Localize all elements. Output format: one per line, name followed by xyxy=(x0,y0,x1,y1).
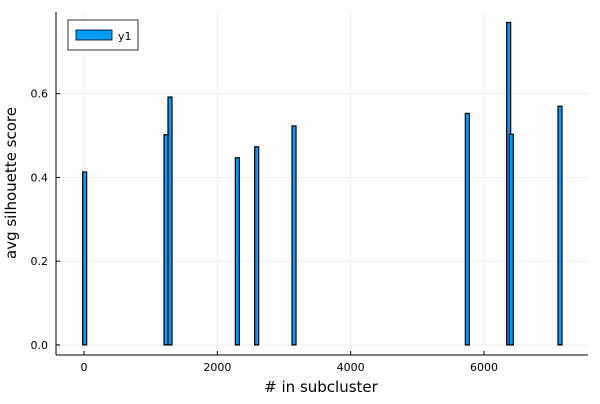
x-tick-label: 0 xyxy=(81,361,88,374)
y-tick-label: 0.0 xyxy=(31,339,49,352)
x-tick-label: 4000 xyxy=(337,361,365,374)
bar xyxy=(291,125,297,346)
y-tick-label: 0.6 xyxy=(31,88,49,101)
bars xyxy=(82,21,563,346)
legend-swatch xyxy=(75,29,113,41)
ticks: 0 2000 4000 6000 0.0 0.2 0.4 0.6 xyxy=(31,88,499,374)
legend-label: y1 xyxy=(118,30,132,43)
y-axis-label: avg silhouette score xyxy=(2,107,20,259)
bar xyxy=(508,133,514,346)
y-tick-label: 0.4 xyxy=(31,171,49,184)
bar xyxy=(82,171,88,346)
bar xyxy=(163,134,169,346)
legend: y1 xyxy=(67,19,139,51)
y-tick-label: 0.2 xyxy=(31,255,49,268)
bar xyxy=(464,112,470,346)
x-tick-label: 6000 xyxy=(470,361,498,374)
grid xyxy=(56,12,588,355)
bar xyxy=(557,105,563,346)
x-tick-label: 2000 xyxy=(203,361,231,374)
bar xyxy=(234,157,240,346)
x-axis-label: # in subcluster xyxy=(264,378,378,396)
bar xyxy=(254,146,260,346)
bar xyxy=(167,96,173,346)
axes xyxy=(55,12,588,356)
